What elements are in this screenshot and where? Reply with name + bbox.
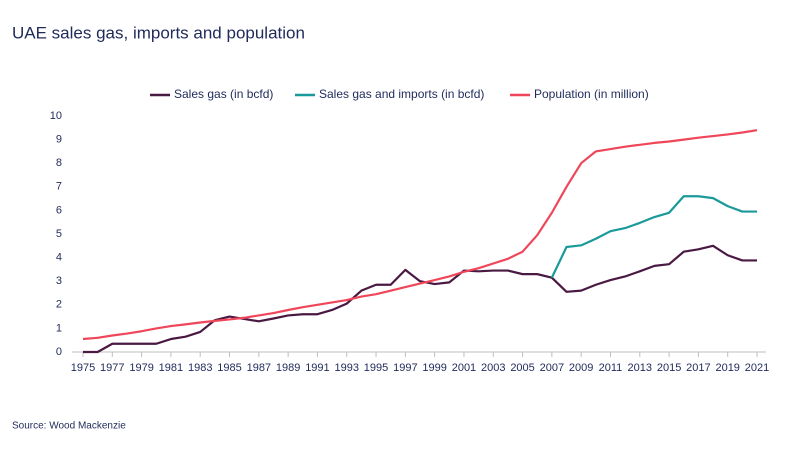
x-tick-label: 1987 — [247, 362, 271, 374]
x-tick-label: 2017 — [686, 362, 710, 374]
x-tick-label: 2003 — [481, 362, 505, 374]
x-tick-label: 2007 — [540, 362, 564, 374]
y-tick-label: 8 — [56, 157, 62, 169]
y-tick-label: 5 — [56, 228, 62, 240]
x-tick-label: 1993 — [334, 362, 358, 374]
series-line — [550, 195, 757, 279]
x-tick-label: 1991 — [305, 362, 329, 374]
x-tick-label: 2019 — [715, 362, 739, 374]
x-tick-label: 1983 — [188, 362, 212, 374]
y-tick-label: 3 — [56, 275, 62, 287]
x-tick-label: 2011 — [599, 362, 623, 374]
series-line — [83, 244, 757, 354]
x-tick-label: 2001 — [452, 362, 476, 374]
x-tick-label: 2015 — [657, 362, 681, 374]
x-tick-label: 1981 — [159, 362, 183, 374]
y-tick-label: 2 — [56, 299, 62, 311]
chart-title: UAE sales gas, imports and population — [12, 23, 305, 42]
x-tick-label: 1979 — [129, 362, 153, 374]
x-tick-label: 1997 — [393, 362, 417, 374]
y-tick-label: 4 — [56, 252, 62, 264]
x-tick-label: 1977 — [100, 362, 124, 374]
y-tick-label: 6 — [56, 204, 62, 216]
legend-label: Population (in million) — [534, 87, 649, 101]
x-tick-label: 1989 — [276, 362, 300, 374]
x-tick-label: 2005 — [510, 362, 534, 374]
legend-label: Sales gas and imports (in bcfd) — [319, 87, 484, 101]
x-tick-label: 1985 — [217, 362, 241, 374]
x-tick-label: 1995 — [364, 362, 388, 374]
x-tick-label: 1999 — [422, 362, 446, 374]
x-tick-label: 2021 — [745, 362, 769, 374]
x-tick-label: 1975 — [71, 362, 95, 374]
y-tick-label: 1 — [56, 322, 62, 334]
x-tick-label: 2013 — [628, 362, 652, 374]
legend-label: Sales gas (in bcfd) — [174, 87, 273, 101]
series-line — [82, 129, 758, 341]
source-note: Source: Wood Mackenzie — [12, 421, 126, 432]
y-tick-label: 7 — [56, 181, 62, 193]
x-tick-label: 2009 — [569, 362, 593, 374]
y-tick-label: 9 — [56, 134, 62, 146]
y-tick-label: 10 — [50, 110, 62, 122]
y-tick-label: 0 — [56, 346, 62, 358]
